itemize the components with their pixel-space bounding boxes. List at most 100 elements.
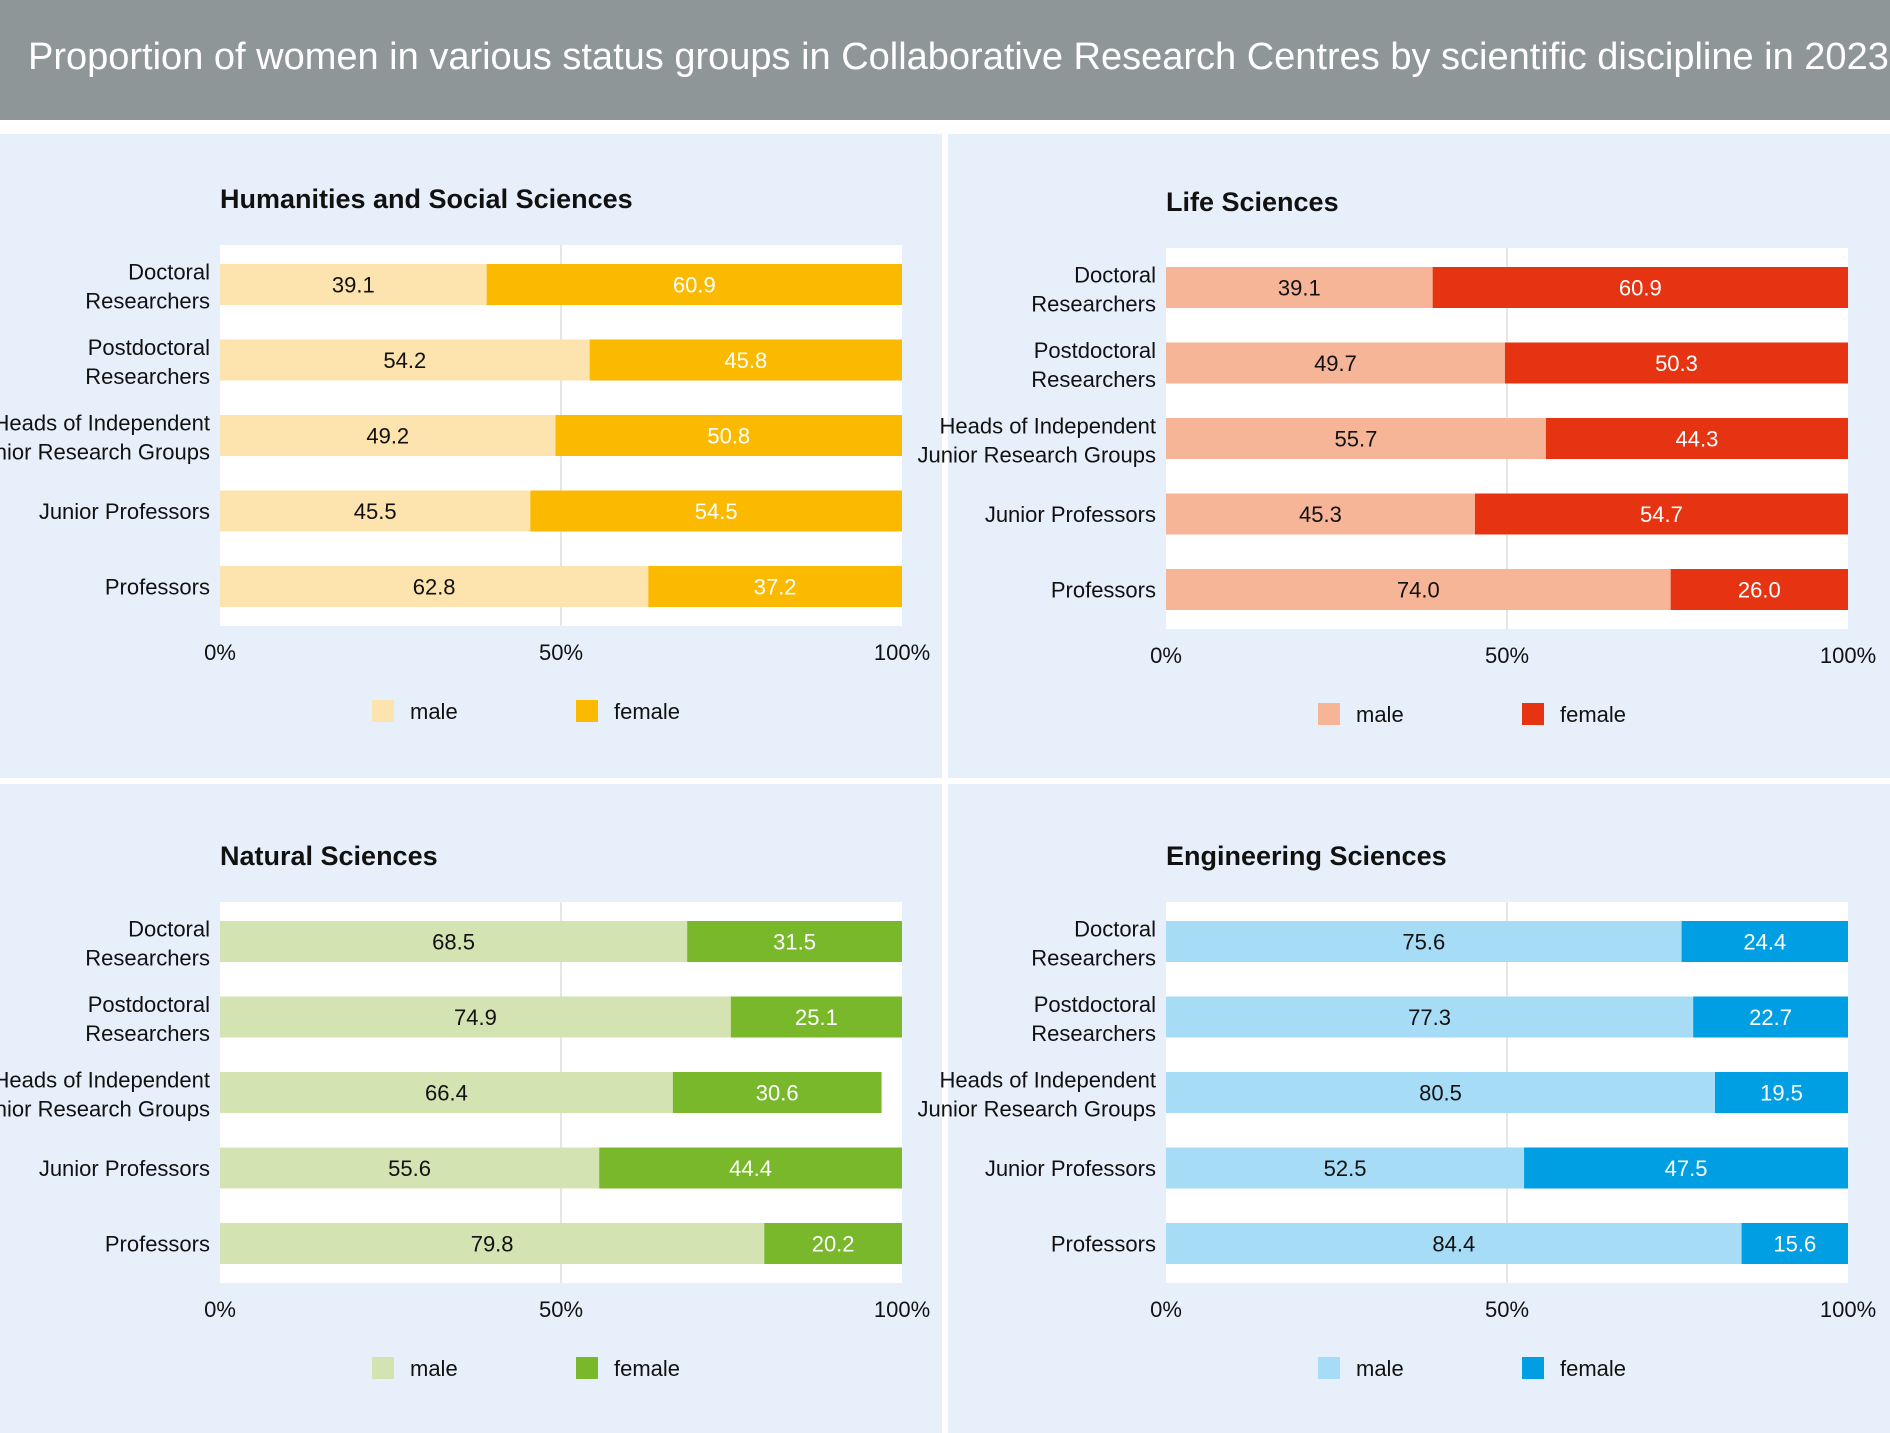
page-header: Proportion of women in various status gr… <box>0 0 1890 120</box>
data-label-male-2: 74.9 <box>454 1005 497 1030</box>
bar-male-1 <box>220 921 688 962</box>
category-label-5: Professors <box>1051 578 1156 603</box>
data-label-female-3: 30.6 <box>756 1081 799 1106</box>
legend-label-male: male <box>410 1356 458 1381</box>
bar-female-3 <box>555 415 902 456</box>
category-label-1: Doctoral Researchers <box>1031 263 1156 317</box>
x-tick-label-2: 50% <box>539 640 583 665</box>
data-label-male-5: 74.0 <box>1397 578 1440 603</box>
legend-swatch-female <box>1522 1357 1544 1379</box>
bar-male-2 <box>220 339 590 381</box>
bar-female-4 <box>530 490 902 532</box>
x-tick-label-1: 0% <box>204 1297 236 1322</box>
data-label-male-4: 45.5 <box>354 499 397 524</box>
bar-female-1 <box>687 921 902 962</box>
data-label-male-1: 75.6 <box>1402 930 1445 955</box>
x-tick-label-2: 50% <box>1485 1297 1529 1322</box>
bar-female-1 <box>1432 267 1848 308</box>
data-label-female-4: 54.7 <box>1640 502 1683 527</box>
category-label-1: Doctoral Researchers <box>1031 917 1156 971</box>
data-label-female-2: 45.8 <box>724 348 767 373</box>
bar-female-5 <box>648 566 902 607</box>
legend-label-female: female <box>1560 702 1626 727</box>
data-label-male-5: 62.8 <box>413 575 456 600</box>
legend-swatch-female <box>576 1357 598 1379</box>
category-label-4: Junior Professors <box>39 1156 210 1181</box>
data-label-male-3: 66.4 <box>425 1081 468 1106</box>
bar-male-2 <box>1166 342 1505 384</box>
x-tick-label-2: 50% <box>1485 643 1529 668</box>
bar-female-3 <box>1545 418 1848 459</box>
legend-label-male: male <box>1356 702 1404 727</box>
data-label-male-4: 55.6 <box>388 1156 431 1181</box>
bar-male-5 <box>220 1223 765 1264</box>
bar-male-5 <box>1166 569 1671 610</box>
category-label-5: Professors <box>105 575 210 600</box>
bar-male-3 <box>1166 418 1546 459</box>
legend-swatch-female <box>1522 703 1544 725</box>
x-tick-label-1: 0% <box>1150 643 1182 668</box>
chart-title: Natural Sciences <box>220 841 438 871</box>
bar-male-3 <box>1166 1072 1716 1113</box>
bar-male-4 <box>1166 1147 1525 1189</box>
data-label-female-1: 60.9 <box>1619 276 1662 301</box>
data-label-female-2: 50.3 <box>1655 351 1698 376</box>
data-label-female-1: 24.4 <box>1743 930 1786 955</box>
data-label-male-5: 79.8 <box>471 1232 514 1257</box>
legend-swatch-female <box>576 700 598 722</box>
bar-female-3 <box>1715 1072 1848 1113</box>
bar-female-2 <box>730 996 902 1038</box>
category-label-4: Junior Professors <box>985 502 1156 527</box>
legend-swatch-male <box>1318 703 1340 725</box>
legend-label-female: female <box>1560 1356 1626 1381</box>
data-label-female-4: 54.5 <box>695 499 738 524</box>
category-label-1: Doctoral Researchers <box>85 260 210 314</box>
x-tick-label-3: 100% <box>1820 643 1876 668</box>
data-label-female-4: 47.5 <box>1665 1156 1708 1181</box>
bar-male-4 <box>220 1147 600 1189</box>
bar-female-3 <box>672 1072 882 1113</box>
data-label-male-3: 80.5 <box>1419 1081 1462 1106</box>
legend-label-male: male <box>1356 1356 1404 1381</box>
category-label-2: Postdoctoral Researchers <box>85 992 210 1046</box>
data-label-male-1: 39.1 <box>1278 276 1321 301</box>
data-label-female-2: 25.1 <box>795 1005 838 1030</box>
data-label-male-2: 77.3 <box>1408 1005 1451 1030</box>
x-tick-label-1: 0% <box>1150 1297 1182 1322</box>
bar-male-1 <box>1166 267 1433 308</box>
data-label-female-2: 22.7 <box>1749 1005 1792 1030</box>
category-label-2: Postdoctoral Researchers <box>85 335 210 389</box>
chart-panel-4: Engineering Sciences 75.6 24.4 Doctoral Rese… <box>918 784 1890 1433</box>
data-label-male-4: 52.5 <box>1324 1156 1367 1181</box>
x-tick-label-3: 100% <box>874 1297 930 1322</box>
legend-label-female: female <box>614 1356 680 1381</box>
bar-male-3 <box>220 1072 673 1113</box>
bar-female-1 <box>486 264 902 305</box>
bar-male-1 <box>1166 921 1682 962</box>
bar-male-3 <box>220 415 556 456</box>
data-label-male-4: 45.3 <box>1299 502 1342 527</box>
legend-swatch-male <box>1318 1357 1340 1379</box>
bar-female-5 <box>1741 1223 1848 1264</box>
bar-female-4 <box>1524 1147 1848 1189</box>
legend-label-female: female <box>614 699 680 724</box>
chart-panel-3: Natural Sciences 68.5 31.5 Doctoral Research… <box>0 784 942 1433</box>
bar-male-5 <box>220 566 649 607</box>
category-label-1: Doctoral Researchers <box>85 917 210 971</box>
data-label-male-2: 49.7 <box>1314 351 1357 376</box>
data-label-female-5: 26.0 <box>1738 578 1781 603</box>
category-label-4: Junior Professors <box>39 499 210 524</box>
category-label-2: Postdoctoral Researchers <box>1031 992 1156 1046</box>
data-label-male-1: 39.1 <box>332 273 375 298</box>
data-label-female-5: 20.2 <box>812 1232 855 1257</box>
data-label-female-4: 44.4 <box>729 1156 772 1181</box>
category-label-2: Postdoctoral Researchers <box>1031 338 1156 392</box>
bar-female-4 <box>1474 493 1848 535</box>
data-label-female-1: 31.5 <box>773 930 816 955</box>
category-label-4: Junior Professors <box>985 1156 1156 1181</box>
x-tick-label-3: 100% <box>1820 1297 1876 1322</box>
bar-female-5 <box>764 1223 902 1264</box>
